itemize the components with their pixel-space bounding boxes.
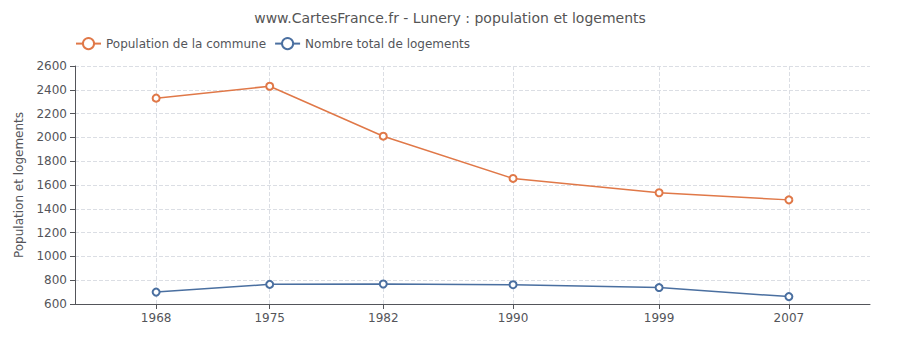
svg-text:1000: 1000 xyxy=(36,249,67,263)
svg-text:2200: 2200 xyxy=(36,107,67,121)
svg-text:1982: 1982 xyxy=(368,311,399,325)
svg-text:Population et logements: Population et logements xyxy=(12,112,26,258)
svg-text:Population de la commune: Population de la commune xyxy=(106,37,266,51)
svg-text:600: 600 xyxy=(44,297,67,311)
svg-text:Nombre total de logements: Nombre total de logements xyxy=(305,37,470,51)
svg-text:2400: 2400 xyxy=(36,83,67,97)
svg-text:1990: 1990 xyxy=(498,311,529,325)
svg-text:2600: 2600 xyxy=(36,59,67,73)
svg-text:1400: 1400 xyxy=(36,202,67,216)
svg-text:www.CartesFrance.fr - Lunery :: www.CartesFrance.fr - Lunery : populatio… xyxy=(254,10,646,26)
svg-text:1999: 1999 xyxy=(644,311,675,325)
svg-text:1968: 1968 xyxy=(141,311,172,325)
svg-text:2000: 2000 xyxy=(36,130,67,144)
svg-text:1600: 1600 xyxy=(36,178,67,192)
svg-text:2007: 2007 xyxy=(774,311,805,325)
svg-text:1975: 1975 xyxy=(254,311,285,325)
svg-text:1800: 1800 xyxy=(36,154,67,168)
svg-text:800: 800 xyxy=(44,273,67,287)
svg-text:1200: 1200 xyxy=(36,226,67,240)
